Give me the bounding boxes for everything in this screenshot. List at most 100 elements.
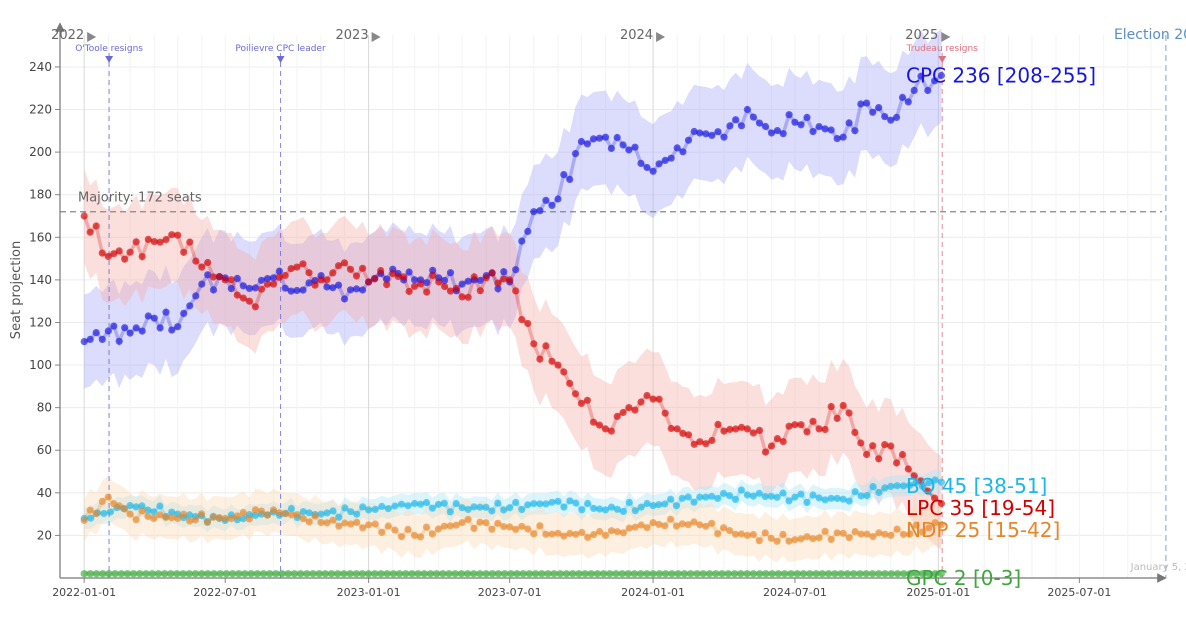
point-bq (833, 494, 841, 502)
point-gpc (712, 570, 720, 578)
point-lpc (435, 278, 443, 286)
point-lpc (305, 269, 313, 277)
point-lpc (554, 361, 562, 369)
point-lpc (299, 260, 307, 268)
point-lpc (115, 247, 123, 255)
point-cpc (761, 122, 770, 131)
point-gpc (762, 570, 770, 578)
point-ndp (275, 509, 284, 517)
point-lpc (548, 357, 556, 365)
point-cpc (530, 208, 538, 216)
point-lpc (317, 276, 325, 284)
point-gpc (569, 570, 577, 578)
point-gpc (99, 570, 107, 578)
point-bq (500, 506, 508, 514)
point-cpc (910, 86, 918, 94)
point-ndp (156, 511, 164, 519)
point-gpc (674, 570, 682, 578)
year-label: 2025 (905, 28, 938, 43)
point-lpc (458, 293, 466, 301)
point-cpc (168, 326, 176, 334)
point-gpc (161, 570, 169, 578)
point-gpc (117, 570, 125, 578)
point-ndp (215, 514, 223, 522)
point-lpc (446, 287, 455, 295)
point-lpc (931, 494, 939, 502)
point-cpc (138, 327, 146, 335)
point-ndp (785, 537, 793, 545)
point-cpc (773, 127, 782, 135)
point-bq (845, 497, 853, 505)
point-lpc (227, 276, 235, 284)
point-gpc (80, 570, 88, 578)
point-lpc (233, 291, 241, 299)
point-ndp (702, 522, 710, 530)
point-bq (912, 478, 920, 486)
point-ndp (323, 519, 331, 527)
point-gpc (724, 570, 732, 578)
point-ndp (203, 518, 211, 527)
point-cpc (512, 266, 520, 274)
event-marker-icon (276, 56, 285, 63)
point-ndp (305, 518, 313, 526)
point-gpc (383, 570, 391, 578)
point-cpc (340, 295, 349, 303)
point-bq (863, 492, 871, 500)
y-tick-label: 120 (29, 315, 52, 329)
point-lpc (371, 275, 379, 283)
point-cpc (809, 128, 817, 136)
point-bq (696, 493, 704, 501)
point-bq (749, 492, 757, 500)
point-ndp (404, 525, 412, 534)
point-lpc (482, 274, 490, 282)
point-lpc (761, 448, 770, 456)
point-cpc (720, 133, 728, 141)
x-tick-label: 2022-07-01 (193, 586, 257, 599)
point-ndp (607, 527, 616, 535)
point-cpc (281, 284, 289, 292)
point-cpc (227, 285, 235, 293)
point-ndp (110, 500, 118, 508)
point-ndp (233, 512, 241, 520)
point-bq (132, 503, 140, 511)
point-gpc (439, 570, 447, 578)
point-gpc (222, 570, 230, 578)
point-lpc (215, 273, 223, 281)
point-lpc (192, 257, 200, 265)
election-label: Election 2025 (1114, 27, 1186, 43)
point-ndp (168, 514, 176, 522)
point-ndp (773, 537, 781, 545)
point-bq (827, 494, 835, 502)
point-gpc (414, 570, 422, 578)
point-gpc (457, 570, 465, 578)
point-ndp (809, 535, 817, 543)
point-cpc (251, 284, 259, 292)
point-lpc (263, 280, 272, 288)
point-lpc (803, 428, 811, 436)
point-gpc (340, 570, 348, 578)
point-gpc (352, 570, 360, 578)
last-update-label: January 5, 2025 (1130, 562, 1186, 573)
point-gpc (731, 570, 739, 578)
point-ndp (875, 529, 883, 537)
point-bq (251, 511, 259, 519)
point-gpc (937, 570, 946, 578)
point-gpc (272, 570, 280, 578)
point-lpc (245, 297, 253, 305)
point-cpc (536, 207, 544, 215)
point-bq (428, 504, 436, 512)
point-bq (797, 490, 805, 498)
point-cpc (767, 129, 776, 137)
point-gpc (812, 570, 820, 578)
point-bq (631, 507, 639, 515)
point-gpc (507, 570, 515, 578)
series-label-cpc: CPC 236 [208-255] (906, 63, 1096, 87)
point-cpc (833, 135, 841, 143)
point-ndp (918, 528, 927, 536)
point-ndp (755, 537, 763, 545)
point-gpc (235, 570, 243, 578)
point-bq (893, 482, 901, 490)
point-cpc (827, 126, 835, 134)
point-ndp (649, 519, 657, 527)
